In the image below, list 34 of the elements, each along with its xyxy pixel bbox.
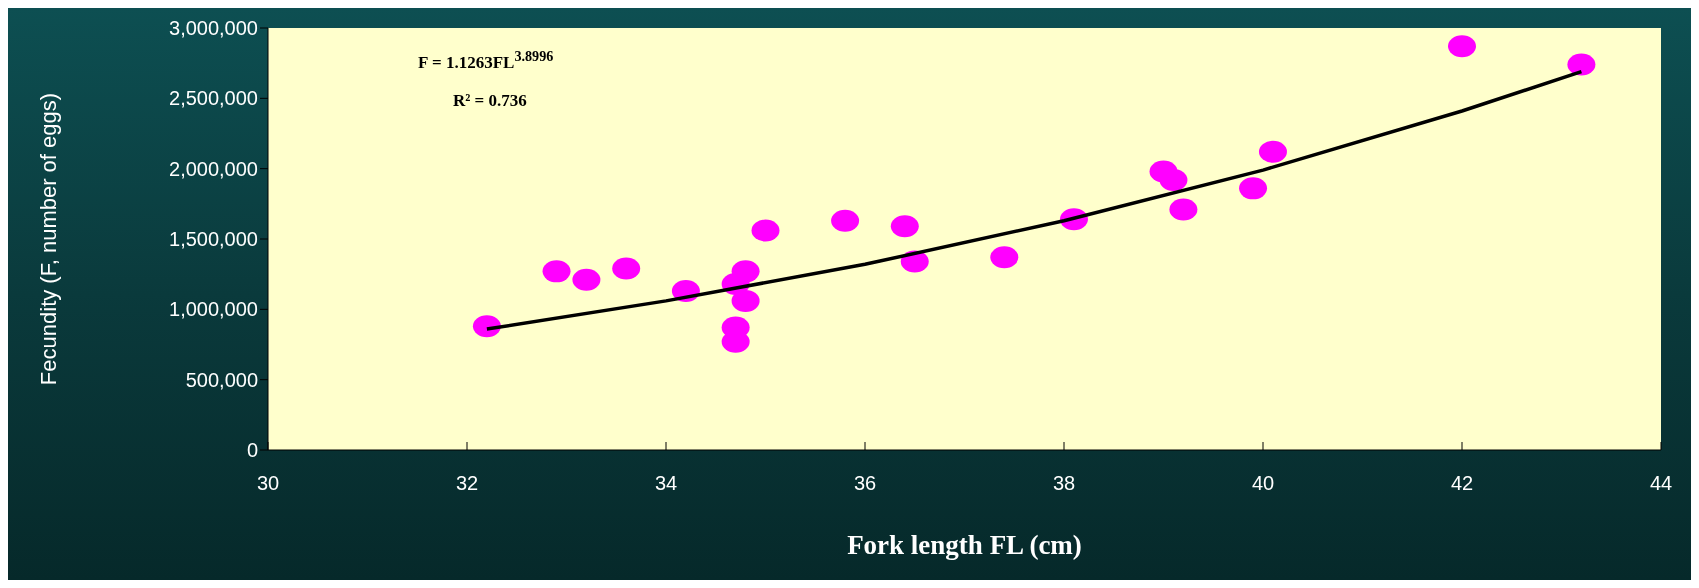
- point: [1448, 35, 1476, 58]
- y-tick-label: 1,500,000: [169, 228, 258, 251]
- point: [572, 268, 601, 291]
- y-tick-label: 3,000,000: [169, 17, 258, 40]
- x-tick-label: 38: [1052, 472, 1076, 495]
- point: [1169, 198, 1198, 221]
- y-tick-label: 500,000: [185, 368, 258, 391]
- point: [1159, 168, 1188, 191]
- annotation: F = 1.1263FL$^{3.8996}$: [418, 48, 554, 73]
- y-tick-label: 2,500,000: [169, 87, 258, 110]
- y-axis-title: Fecundity (F, number of eggs): [35, 92, 61, 386]
- x-tick-label: 32: [455, 472, 479, 495]
- point: [990, 246, 1019, 269]
- x-tick-label: 40: [1251, 472, 1275, 495]
- x-tick-label: 36: [853, 472, 877, 495]
- point: [542, 260, 571, 283]
- y-tick-label: 2,000,000: [169, 157, 258, 180]
- point: [1258, 140, 1287, 163]
- point: [612, 257, 641, 280]
- point: [751, 219, 780, 242]
- x-tick-label: 34: [654, 472, 678, 495]
- point: [1239, 177, 1268, 200]
- x-tick-label: 30: [256, 472, 280, 495]
- point: [890, 215, 919, 238]
- point: [731, 260, 760, 283]
- x-tick-label: 44: [1649, 472, 1673, 495]
- point: [1567, 53, 1596, 76]
- annotation: R² = 0.736: [453, 91, 527, 111]
- point: [731, 289, 760, 312]
- x-tick-label: 42: [1450, 472, 1474, 495]
- y-tick-label: 1,000,000: [169, 298, 258, 321]
- x-axis-title: Fork length FL (cm): [847, 530, 1082, 560]
- point: [831, 209, 860, 232]
- y-tick-label: 0: [246, 439, 258, 462]
